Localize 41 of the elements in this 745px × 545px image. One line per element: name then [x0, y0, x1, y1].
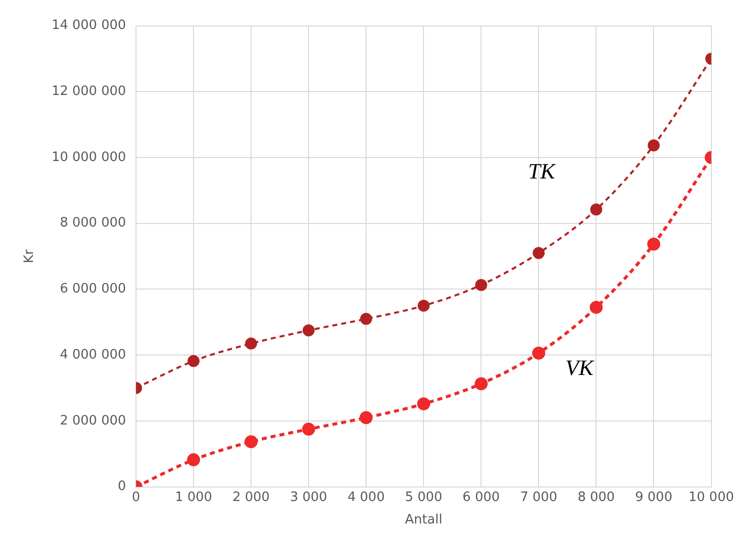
point: [648, 139, 660, 152]
point: [417, 397, 430, 410]
point: [475, 278, 488, 291]
y-axis-title: Kr: [22, 248, 38, 264]
x-tick-label: 10 000: [688, 490, 734, 505]
y-tick-label: 8 000 000: [60, 216, 126, 231]
point: [590, 204, 602, 216]
x-tick-label: 7 000: [520, 490, 558, 505]
y-tick-label: 6 000 000: [60, 282, 126, 297]
y-tick-label: 14 000 000: [52, 18, 126, 34]
point: [532, 247, 545, 260]
point: [418, 300, 430, 312]
point: [590, 300, 603, 314]
y-tick-label: 0: [118, 479, 126, 494]
x-tick-label: 8 000: [578, 490, 615, 505]
y-tick-label: 12 000 000: [52, 84, 126, 100]
point: [302, 422, 316, 436]
y-tick-label: 10 000 000: [52, 150, 126, 165]
point: [188, 355, 200, 368]
point: [532, 346, 546, 360]
point: [244, 435, 258, 448]
x-tick-label: 9 000: [635, 490, 672, 505]
point: [474, 377, 488, 390]
x-tick-label: 6 000: [462, 490, 500, 505]
point: [360, 411, 373, 424]
point: [302, 324, 315, 336]
x-tick-label: 1 000: [174, 490, 212, 505]
x-tick-label: 5 000: [405, 490, 442, 505]
point: [647, 238, 660, 251]
x-tick-label: 3 000: [290, 490, 328, 505]
y-tick-label: 2 000 000: [60, 413, 126, 428]
series-label: VK: [565, 355, 595, 380]
y-tick-label: 4 000 000: [60, 347, 126, 362]
point: [245, 338, 258, 350]
x-axis-title: Antall: [404, 512, 442, 528]
series-label: TK: [528, 158, 556, 184]
x-tick-label: 4 000: [348, 490, 385, 505]
point: [187, 453, 200, 466]
point: [360, 312, 372, 325]
x-tick-label: 2 000: [232, 490, 270, 505]
x-tick-label: 0: [132, 490, 140, 505]
